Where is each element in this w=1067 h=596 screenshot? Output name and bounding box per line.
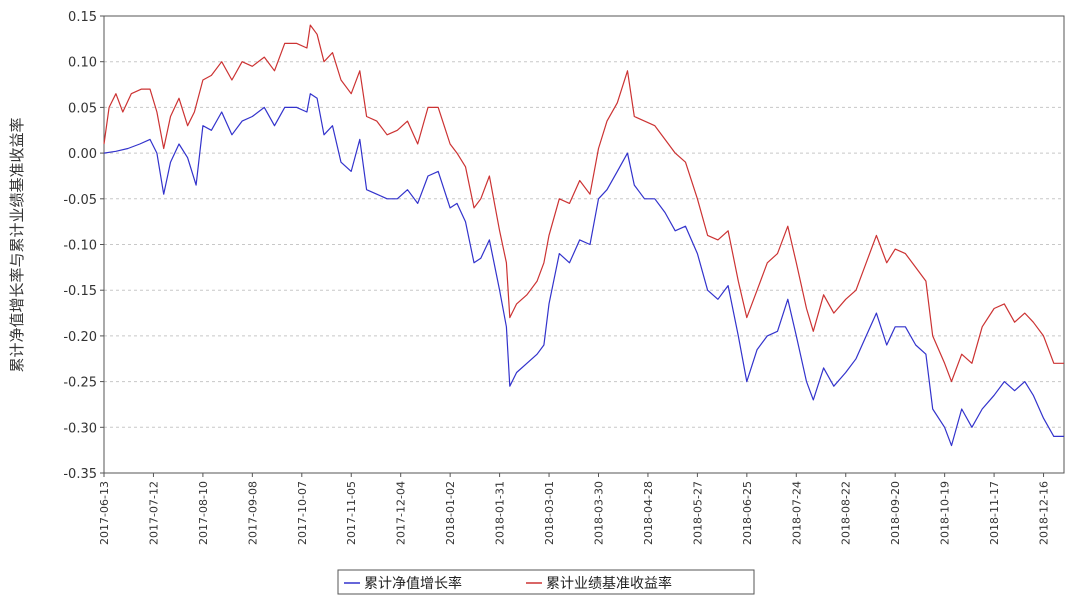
x-tick-label: 2017-12-04 xyxy=(395,481,408,545)
x-axis: 2017-06-13 2017-07-12 2017-08-10 2017-09-08… xyxy=(98,473,1051,545)
x-tick-label: 2018-10-19 xyxy=(939,481,952,545)
y-tick-label: -0.25 xyxy=(63,376,97,391)
x-tick-label: 2018-04-28 xyxy=(642,481,655,545)
series-line-1 xyxy=(103,24,1064,383)
x-tick-label: 2018-06-25 xyxy=(741,481,754,545)
x-tick-label: 2018-03-01 xyxy=(543,481,556,545)
series-line-0 xyxy=(103,93,1064,447)
x-tick-label: 2018-01-31 xyxy=(494,481,507,545)
series-layer xyxy=(103,24,1064,447)
x-tick-label: 2018-09-20 xyxy=(889,481,902,545)
y-tick-label: -0.10 xyxy=(63,239,97,254)
legend-box xyxy=(337,569,755,595)
y-tick-label: -0.20 xyxy=(63,330,97,345)
legend-label-series-0: 累计净值增长率 xyxy=(364,575,462,592)
x-tick-label: 2017-06-13 xyxy=(98,481,111,545)
y-tick-label: -0.30 xyxy=(63,421,97,436)
y-tick-label: 0.15 xyxy=(68,10,97,25)
x-tick-label: 2017-08-10 xyxy=(197,481,210,545)
x-tick-label: 2018-12-16 xyxy=(1038,481,1051,545)
y-axis: 0.15 0.10 0.05 0.00 -0.05 -0.10 -0.15 -0.20 -0.2… xyxy=(63,10,104,482)
y-tick-label: 0.10 xyxy=(68,56,97,71)
x-tick-label: 2018-05-27 xyxy=(691,481,704,545)
x-tick-label: 2018-01-02 xyxy=(444,481,457,545)
y-tick-label: 0.05 xyxy=(68,101,97,116)
x-tick-label: 2017-09-08 xyxy=(246,481,259,545)
x-tick-label: 2018-07-24 xyxy=(790,481,803,545)
x-tick-label: 2017-10-07 xyxy=(296,481,309,545)
y-tick-label: -0.15 xyxy=(63,284,97,299)
legend: 累计净值增长率 累计业绩基准收益率 xyxy=(337,569,755,595)
grid-layer xyxy=(104,15,1064,474)
legend-label-series-1: 累计业绩基准收益率 xyxy=(546,575,672,592)
x-tick-label: 2017-11-05 xyxy=(345,481,358,545)
y-tick-label: -0.35 xyxy=(63,467,97,482)
x-tick-label: 2018-03-30 xyxy=(592,481,605,545)
y-tick-label: -0.05 xyxy=(63,193,97,208)
y-axis-label: 累计净值增长率与累计业绩基准收益率 xyxy=(8,117,26,372)
x-tick-label: 2017-07-12 xyxy=(147,481,160,545)
x-tick-label: 2018-08-22 xyxy=(840,481,853,545)
y-tick-label: 0.00 xyxy=(68,147,97,162)
x-tick-label: 2018-11-17 xyxy=(988,481,1001,545)
